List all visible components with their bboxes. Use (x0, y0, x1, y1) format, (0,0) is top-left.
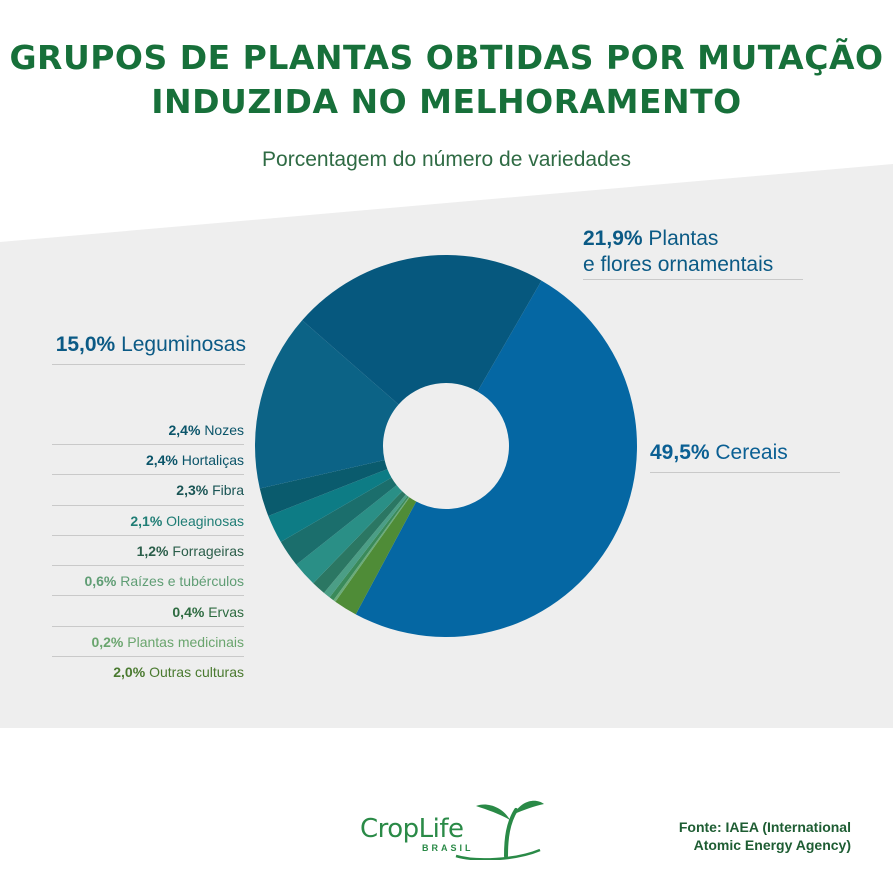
slice-ervas (329, 495, 409, 601)
label-ornamentais-line1: Plantas (648, 227, 719, 250)
slice-outras-culturas (335, 497, 417, 615)
label-leguminosas-name: Leguminosas (121, 333, 246, 356)
title-line-2: INDUZIDA NO MELHORAMENTO (151, 82, 742, 121)
rule-hortalicas (52, 474, 244, 475)
label-fibra-value: 2,3% (176, 482, 209, 498)
label-ervas: 0,4% Ervas (40, 604, 244, 620)
label-outras: 2,0% Outras culturas (40, 664, 244, 680)
slice-oleaginosas (296, 485, 403, 584)
sprout-icon (455, 800, 544, 860)
slice-cereais (355, 280, 638, 638)
page-title: GRUPOS DE PLANTAS OBTIDAS POR MUTAÇÃO IN… (0, 36, 893, 124)
rule-forrageiras (52, 565, 244, 566)
label-hortalicas-value: 2,4% (145, 452, 178, 468)
slice-plantas-medicinais (333, 496, 410, 602)
logo-sub: BRASIL (422, 843, 474, 853)
slice-hortali-as (268, 469, 392, 542)
rule-cereais (650, 472, 840, 473)
chart-subtitle: Porcentagem do número de variedades (262, 148, 631, 171)
logo-name: CropLife (360, 814, 464, 844)
label-ervas-value: 0,4% (172, 604, 205, 620)
label-leguminosas: 15,0% Leguminosas (40, 332, 246, 358)
label-ornamentais: 21,9% Plantas e flores ornamentais (583, 226, 773, 278)
label-raizes-name: Raízes e tubérculos (120, 573, 244, 589)
label-hortalicas-name: Hortaliças (181, 452, 244, 468)
label-fibra: 2,3% Fibra (40, 482, 244, 498)
rule-fibra (52, 505, 244, 506)
label-oleaginosas-name: Oleaginosas (166, 513, 244, 529)
label-cereais: 49,5% Cereais (650, 440, 788, 466)
label-fibra-name: Fibra (212, 482, 244, 498)
label-raizes-value: 0,6% (84, 573, 117, 589)
label-outras-name: Outras culturas (149, 664, 244, 680)
slice-nozes (259, 460, 388, 516)
source-line-2: Atomic Energy Agency) (693, 837, 851, 853)
label-raizes: 0,6% Raízes e tubérculos (40, 573, 244, 589)
slice-fibra (280, 477, 397, 565)
label-nozes-name: Nozes (204, 422, 244, 438)
label-nozes-value: 2,4% (168, 422, 201, 438)
rule-oleaginosas (52, 535, 244, 536)
label-ornamentais-value: 21,9% (583, 227, 643, 250)
label-forrageiras: 1,2% Forrageiras (40, 543, 244, 559)
rule-leguminosas (52, 364, 245, 365)
slice-plantas-e-flores-ornamentais (302, 255, 542, 405)
label-hortalicas: 2,4% Hortaliças (40, 452, 244, 468)
label-forrageiras-name: Forrageiras (172, 543, 244, 559)
rule-medicinais (52, 656, 244, 657)
slice-forrageiras (313, 491, 406, 593)
label-cereais-name: Cereais (715, 441, 788, 464)
slice-leguminosas (255, 320, 399, 489)
label-medicinais-value: 0,2% (91, 634, 124, 650)
label-oleaginosas: 2,1% Oleaginosas (40, 513, 244, 529)
label-oleaginosas-value: 2,1% (130, 513, 163, 529)
source-line-1: Fonte: IAEA (International (678, 819, 851, 835)
label-cereais-value: 49,5% (650, 441, 710, 464)
label-ornamentais-line2: e flores ornamentais (583, 253, 774, 276)
label-medicinais-name: Plantas medicinais (127, 634, 244, 650)
slice-ra-zes-e-tub-rculos (323, 494, 408, 598)
label-ervas-name: Ervas (208, 604, 244, 620)
rule-nozes (52, 444, 244, 445)
label-forrageiras-value: 1,2% (136, 543, 169, 559)
rule-ervas (52, 626, 244, 627)
rule-raizes (52, 595, 244, 596)
source-note: Fonte: IAEA (International Atomic Energy… (591, 818, 851, 854)
croplife-logo: CropLife BRASIL (356, 798, 546, 860)
label-nozes: 2,4% Nozes (40, 422, 245, 438)
label-outras-value: 2,0% (113, 664, 146, 680)
title-line-1: GRUPOS DE PLANTAS OBTIDAS POR MUTAÇÃO (9, 38, 884, 77)
label-medicinais: 0,2% Plantas medicinais (40, 634, 244, 650)
rule-ornamentais (583, 279, 803, 280)
label-leguminosas-value: 15,0% (55, 333, 116, 356)
